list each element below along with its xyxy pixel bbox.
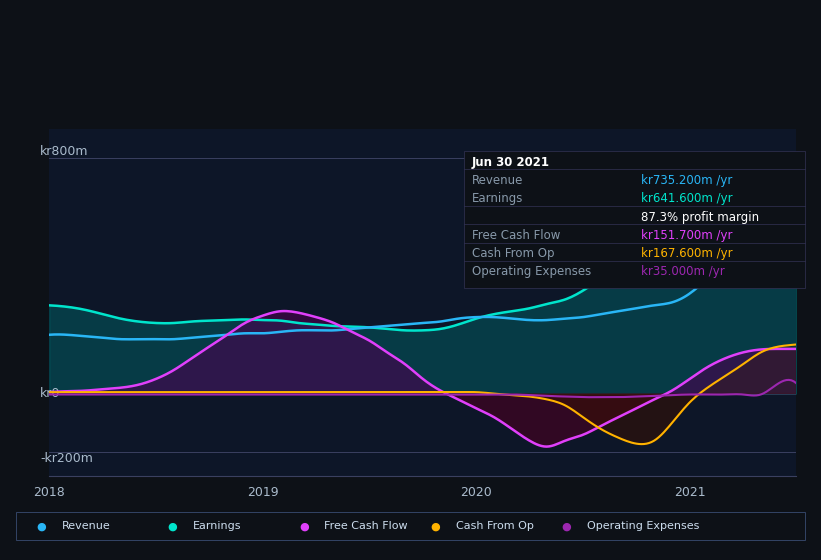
Text: ●: ● bbox=[299, 521, 309, 531]
Text: kr35.000m /yr: kr35.000m /yr bbox=[641, 265, 725, 278]
Text: kr735.200m /yr: kr735.200m /yr bbox=[641, 174, 732, 187]
Text: kr167.600m /yr: kr167.600m /yr bbox=[641, 247, 732, 260]
Text: Free Cash Flow: Free Cash Flow bbox=[324, 521, 408, 531]
Text: -kr200m: -kr200m bbox=[40, 452, 94, 465]
Text: 87.3% profit margin: 87.3% profit margin bbox=[641, 211, 759, 223]
Text: kr151.700m /yr: kr151.700m /yr bbox=[641, 229, 732, 242]
Text: Revenue: Revenue bbox=[472, 174, 524, 187]
Text: Operating Expenses: Operating Expenses bbox=[587, 521, 699, 531]
Text: kr641.600m /yr: kr641.600m /yr bbox=[641, 192, 732, 206]
Text: kr0: kr0 bbox=[40, 387, 61, 400]
Text: ●: ● bbox=[430, 521, 440, 531]
Text: ●: ● bbox=[562, 521, 571, 531]
Text: Earnings: Earnings bbox=[193, 521, 241, 531]
Text: ●: ● bbox=[167, 521, 177, 531]
Text: Free Cash Flow: Free Cash Flow bbox=[472, 229, 561, 242]
Text: Earnings: Earnings bbox=[472, 192, 524, 206]
Text: Cash From Op: Cash From Op bbox=[472, 247, 554, 260]
Text: Operating Expenses: Operating Expenses bbox=[472, 265, 591, 278]
Text: Cash From Op: Cash From Op bbox=[456, 521, 534, 531]
Text: Jun 30 2021: Jun 30 2021 bbox=[472, 156, 550, 169]
Text: Revenue: Revenue bbox=[62, 521, 110, 531]
Text: ●: ● bbox=[36, 521, 46, 531]
Text: kr800m: kr800m bbox=[40, 145, 89, 158]
